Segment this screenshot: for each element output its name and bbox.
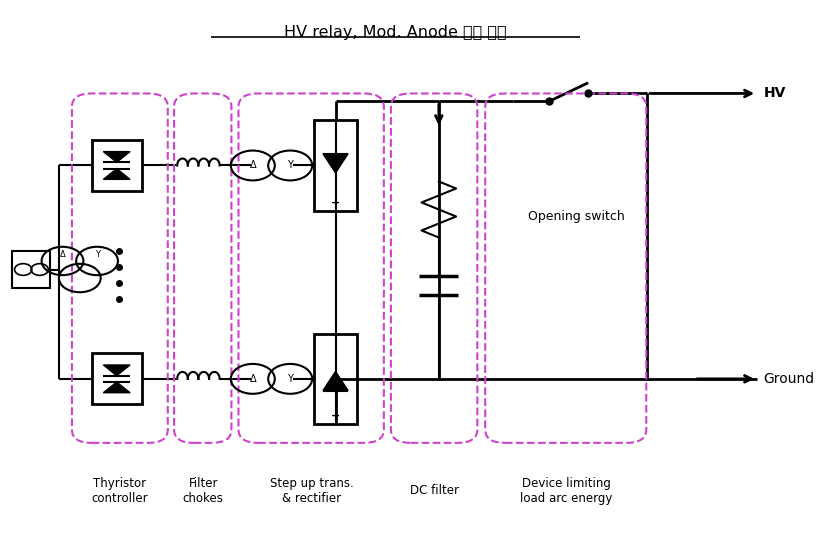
Polygon shape [104, 151, 130, 162]
Polygon shape [104, 365, 130, 376]
Text: Thyristor
controller: Thyristor controller [91, 477, 148, 505]
Text: Δ: Δ [249, 374, 256, 384]
Text: +: + [331, 198, 340, 208]
Polygon shape [104, 169, 130, 179]
Polygon shape [104, 382, 130, 393]
Text: Device limiting
load arc energy: Device limiting load arc energy [520, 477, 612, 505]
Polygon shape [323, 371, 348, 391]
Bar [91, 353, 142, 404]
Text: Y: Y [95, 250, 99, 259]
Text: Y: Y [287, 374, 293, 384]
Bar [12, 251, 50, 288]
Bar [314, 120, 357, 211]
Text: HV relay, Mod. Anode 전원 위치: HV relay, Mod. Anode 전원 위치 [284, 25, 507, 40]
Text: Step up trans.
& rectifier: Step up trans. & rectifier [270, 477, 353, 505]
Text: Opening switch: Opening switch [528, 210, 625, 223]
Text: HV: HV [764, 86, 786, 100]
Bar [314, 334, 357, 424]
Bar [91, 140, 142, 191]
Text: Δ: Δ [249, 161, 256, 170]
Text: Ground: Ground [764, 372, 815, 386]
Text: DC filter: DC filter [409, 485, 459, 497]
Text: Y: Y [287, 161, 293, 170]
Text: Filter
chokes: Filter chokes [182, 477, 224, 505]
Text: Δ: Δ [60, 250, 66, 259]
Text: +: + [331, 411, 340, 421]
Polygon shape [323, 154, 348, 173]
